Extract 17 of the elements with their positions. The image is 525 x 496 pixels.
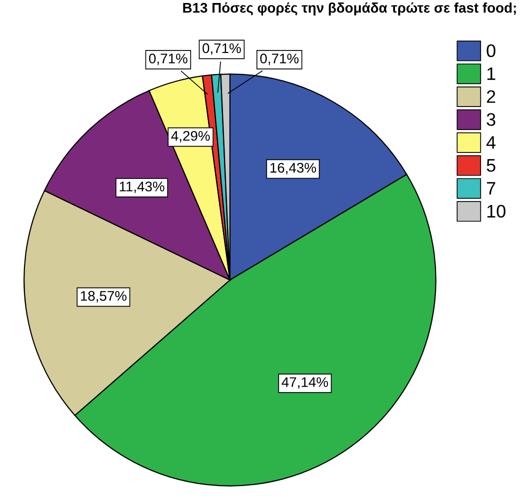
legend-label: 4 — [486, 136, 496, 149]
legend-label: 2 — [486, 90, 496, 103]
legend-label: 3 — [486, 113, 496, 126]
data-label: 11,43% — [120, 182, 164, 194]
data-label: 0,71% — [202, 43, 241, 55]
data-label: 0,71% — [149, 54, 188, 66]
data-label: 16,43% — [270, 162, 316, 174]
data-label: 4,29% — [171, 130, 210, 142]
legend-label: 1 — [487, 67, 496, 80]
data-label: 47,14% — [282, 377, 328, 389]
data-label: 18,57% — [80, 290, 127, 302]
legend-label: 7 — [486, 182, 496, 195]
legend-label: 10 — [487, 204, 506, 218]
data-label: 0,71% — [260, 54, 299, 66]
legend-label: 5 — [486, 159, 496, 172]
legend-title: B13 Πόσες φορές την βδομάδα τρώτε σε fast food; — [183, 2, 516, 16]
legend-label: 0 — [486, 44, 496, 58]
